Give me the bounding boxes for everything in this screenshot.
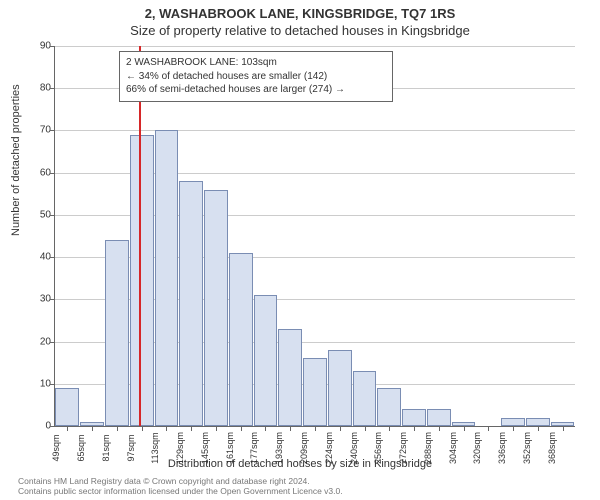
x-tickmark	[315, 426, 316, 431]
histogram-bar	[328, 350, 352, 426]
histogram-bar	[155, 130, 179, 426]
y-tickmark	[50, 88, 55, 89]
y-tickmark	[50, 384, 55, 385]
x-tickmark	[439, 426, 440, 431]
histogram-bar	[179, 181, 203, 426]
annotation-box: 2 WASHABROOK LANE: 103sqm ← 34% of detac…	[119, 51, 393, 102]
footer-line: Contains public sector information licen…	[18, 486, 343, 496]
x-tickmark	[340, 426, 341, 431]
x-tickmark	[290, 426, 291, 431]
x-tickmark	[166, 426, 167, 431]
gridline	[55, 46, 575, 47]
histogram-bar	[254, 295, 278, 426]
histogram-bar	[353, 371, 377, 426]
y-tick-label: 50	[25, 209, 51, 220]
y-tick-label: 80	[25, 83, 51, 94]
chart-container: 2, WASHABROOK LANE, KINGSBRIDGE, TQ7 1RS…	[0, 0, 600, 500]
y-tick-label: 10	[25, 378, 51, 389]
y-tick-label: 60	[25, 167, 51, 178]
x-tickmark	[464, 426, 465, 431]
histogram-bar	[105, 240, 129, 426]
chart-title-subtitle: Size of property relative to detached ho…	[0, 21, 600, 38]
x-tickmark	[488, 426, 489, 431]
y-tickmark	[50, 299, 55, 300]
marker-line	[139, 46, 141, 426]
histogram-bar	[130, 135, 154, 426]
histogram-bar	[204, 190, 228, 426]
histogram-bar	[55, 388, 79, 426]
histogram-bar	[303, 358, 327, 426]
x-tickmark	[513, 426, 514, 431]
footer-attribution: Contains HM Land Registry data © Crown c…	[18, 476, 343, 496]
histogram-bar	[526, 418, 550, 426]
x-tickmark	[389, 426, 390, 431]
y-tickmark	[50, 130, 55, 131]
y-tick-label: 20	[25, 336, 51, 347]
histogram-bar	[402, 409, 426, 426]
x-tickmark	[365, 426, 366, 431]
x-tickmark	[67, 426, 68, 431]
x-tickmark	[191, 426, 192, 431]
x-tickmark	[117, 426, 118, 431]
x-axis-label: Distribution of detached houses by size …	[0, 458, 600, 470]
x-tickmark	[142, 426, 143, 431]
y-tick-label: 40	[25, 252, 51, 263]
footer-line: Contains HM Land Registry data © Crown c…	[18, 476, 343, 486]
chart-title-address: 2, WASHABROOK LANE, KINGSBRIDGE, TQ7 1RS	[0, 0, 600, 21]
x-tickmark	[216, 426, 217, 431]
x-tickmark	[92, 426, 93, 431]
x-tickmark	[563, 426, 564, 431]
x-tickmark	[265, 426, 266, 431]
histogram-bar	[377, 388, 401, 426]
y-tick-label: 0	[25, 421, 51, 432]
y-tickmark	[50, 46, 55, 47]
y-tick-label: 30	[25, 294, 51, 305]
y-tickmark	[50, 342, 55, 343]
y-tick-label: 90	[25, 41, 51, 52]
annotation-line: 66% of semi-detached houses are larger (…	[126, 83, 386, 97]
annotation-line: 2 WASHABROOK LANE: 103sqm	[126, 56, 386, 70]
histogram-bar	[501, 418, 525, 426]
y-tick-label: 70	[25, 125, 51, 136]
y-tickmark	[50, 215, 55, 216]
annotation-line: ← 34% of detached houses are smaller (14…	[126, 70, 386, 84]
histogram-bar	[427, 409, 451, 426]
y-tickmark	[50, 257, 55, 258]
y-tickmark	[50, 426, 55, 427]
y-axis-label: Number of detached properties	[10, 84, 22, 236]
histogram-bar	[278, 329, 302, 426]
x-tickmark	[414, 426, 415, 431]
gridline	[55, 130, 575, 131]
x-tickmark	[241, 426, 242, 431]
x-tickmark	[538, 426, 539, 431]
histogram-bar	[229, 253, 253, 426]
plot-area: 010203040506070809049sqm65sqm81sqm97sqm1…	[54, 46, 575, 427]
y-tickmark	[50, 173, 55, 174]
